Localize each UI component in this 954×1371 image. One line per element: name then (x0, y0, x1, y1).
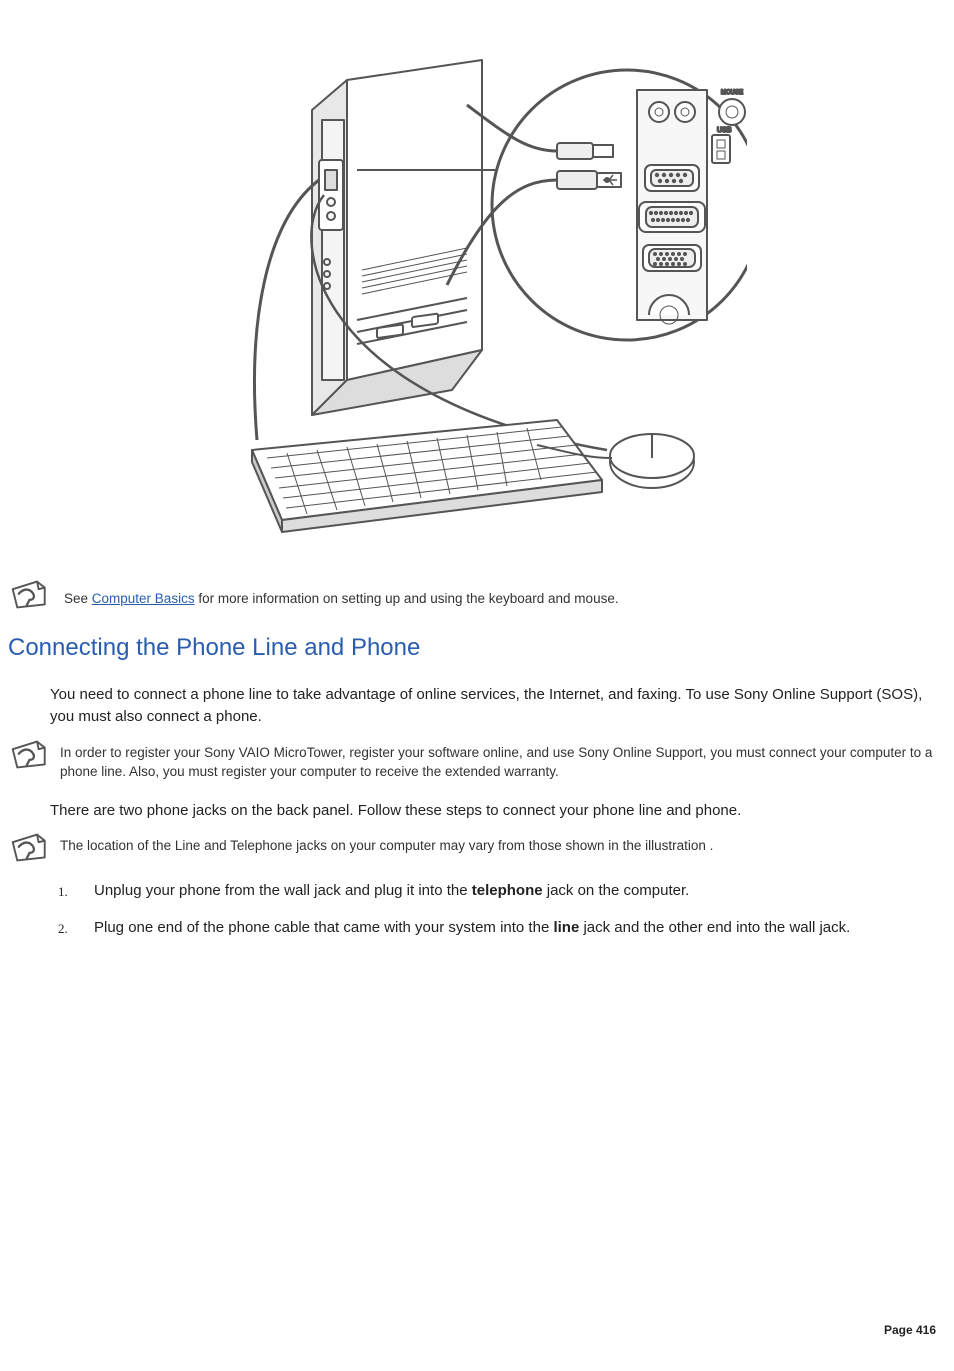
step-bold: telephone (472, 882, 543, 899)
note-icon (8, 830, 54, 862)
computer-setup-diagram: USB MOUSE (207, 20, 747, 540)
note-pre: See (64, 591, 92, 606)
step-text: jack and the other end into the wall jac… (579, 919, 850, 936)
svg-text:MOUSE: MOUSE (721, 90, 743, 96)
svg-text:USB: USB (717, 127, 732, 134)
step-2: Plug one end of the phone cable that cam… (84, 917, 946, 940)
step-text: jack on the computer. (543, 882, 690, 899)
note-icon (8, 737, 54, 769)
illustration: USB MOUSE (8, 20, 946, 547)
note-location: The location of the Line and Telephone j… (8, 836, 946, 862)
step-text: Plug one end of the phone cable that cam… (94, 919, 553, 936)
note-register-text: In order to register your Sony VAIO Micr… (60, 745, 932, 780)
note-text: See Computer Basics for more information… (64, 589, 619, 609)
paragraph-intro: You need to connect a phone line to take… (50, 684, 946, 729)
page-number: Page 416 (884, 1322, 936, 1339)
section-heading: Connecting the Phone Line and Phone (8, 631, 946, 666)
computer-basics-link[interactable]: Computer Basics (92, 591, 195, 606)
paragraph-jacks: There are two phone jacks on the back pa… (50, 800, 946, 823)
step-1: Unplug your phone from the wall jack and… (84, 880, 946, 903)
note-location-text: The location of the Line and Telephone j… (60, 838, 713, 853)
step-bold: line (553, 919, 579, 936)
note-register: In order to register your Sony VAIO Micr… (8, 743, 946, 782)
note-post: for more information on setting up and u… (195, 591, 619, 606)
note-see-computer-basics: See Computer Basics for more information… (8, 577, 946, 609)
note-icon (8, 577, 54, 609)
step-text: Unplug your phone from the wall jack and… (94, 882, 472, 899)
steps-list: Unplug your phone from the wall jack and… (66, 880, 946, 939)
